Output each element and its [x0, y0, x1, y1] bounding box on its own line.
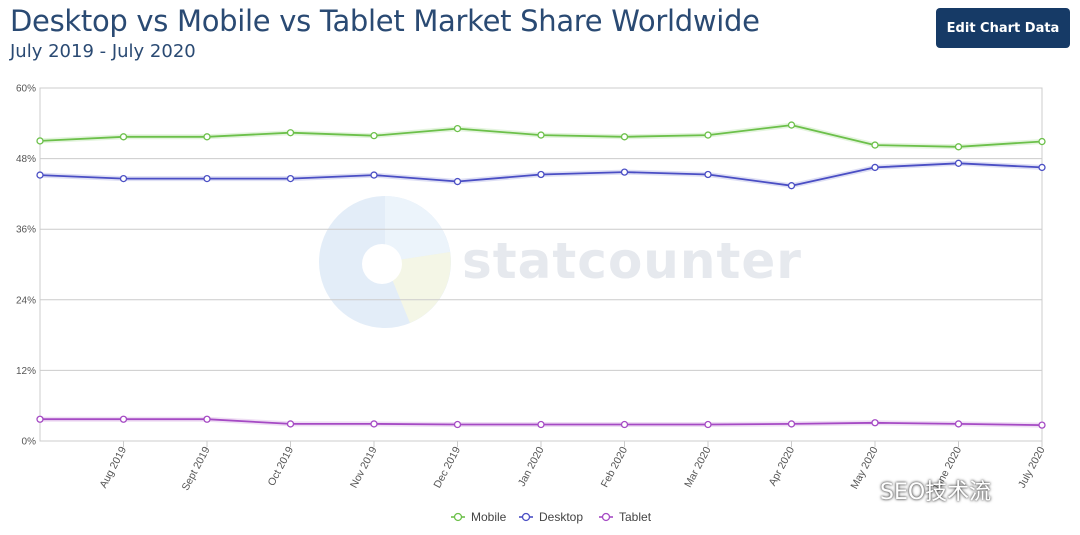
desktop-data-point: [203, 174, 211, 183]
mobile-data-point: [286, 129, 295, 137]
tablet-data-point: [787, 420, 796, 428]
desktop-data-point: [370, 171, 378, 179]
desktop-data-point: [787, 182, 796, 190]
chart-series: [36, 121, 1046, 429]
desktop-data-point: [704, 170, 712, 179]
desktop-data-point: [871, 163, 879, 172]
desktop-data-point: [119, 174, 128, 183]
tablet-data-point: [537, 420, 545, 429]
mobile-data-point: [537, 131, 545, 139]
y-tick-label: 0%: [22, 437, 37, 448]
x-tick-label: Nov 2019: [348, 445, 380, 490]
mobile-data-point: [787, 121, 796, 129]
tablet-data-point: [203, 415, 211, 423]
tablet-data-point: [119, 415, 128, 423]
mobile-data-point: [620, 133, 629, 141]
tablet-legend-marker: [601, 512, 611, 522]
chart-legend: Mobile Desktop Tablet: [451, 510, 652, 524]
wechat-watermark: SEO技术流: [880, 480, 992, 505]
desktop-data-point: [1038, 163, 1046, 172]
statcounter-watermark-text: statcounter: [462, 232, 802, 290]
mobile-data-point: [203, 133, 211, 141]
x-tick-label: Apr 2020: [767, 445, 798, 488]
tablet-data-point: [36, 415, 44, 423]
mobile-data-point: [119, 133, 128, 141]
desktop-data-point: [620, 168, 629, 176]
desktop-data-point: [954, 159, 963, 167]
statcounter-watermark-logo: [319, 196, 451, 328]
mobile-data-point: [1038, 137, 1046, 146]
y-tick-label: 36%: [16, 225, 36, 236]
mobile-legend-label: Mobile: [471, 510, 507, 524]
x-tick-label: Mar 2020: [682, 445, 713, 490]
x-tick-label: May 2020: [848, 445, 880, 491]
x-tick-label: Feb 2020: [599, 445, 631, 490]
desktop-data-point: [36, 171, 44, 179]
desktop-data-point: [537, 170, 545, 179]
desktop-data-point: [453, 177, 462, 186]
tablet-data-point: [286, 420, 295, 428]
mobile-data-point: [704, 131, 712, 139]
x-tick-label: Aug 2019: [97, 445, 129, 490]
desktop-data-point: [286, 174, 295, 183]
edit-chart-data-button[interactable]: Edit Chart Data: [936, 8, 1070, 48]
x-tick-label: July 2020: [1016, 445, 1048, 490]
x-tick-label: Jan 2020: [516, 445, 547, 489]
mobile-data-point: [370, 132, 378, 140]
y-tick-label: 60%: [16, 84, 36, 95]
y-tick-label: 24%: [16, 295, 36, 306]
x-tick-label: Dec 2019: [431, 445, 463, 490]
mobile-data-point: [36, 137, 44, 145]
x-tick-label: Oct 2019: [266, 445, 297, 488]
y-tick-label: 12%: [16, 366, 36, 377]
tablet-data-point: [954, 420, 963, 428]
tablet-data-point: [1038, 421, 1046, 429]
mobile-legend-marker: [453, 512, 463, 522]
chart-subtitle: July 2019 - July 2020: [10, 41, 196, 62]
chart-title: Desktop vs Mobile vs Tablet Market Share…: [10, 4, 760, 38]
y-tick-label: 48%: [16, 154, 36, 165]
tablet-data-point: [370, 420, 378, 428]
tablet-data-point: [453, 420, 462, 429]
mobile-data-point: [453, 124, 462, 133]
tablet-data-point: [704, 420, 712, 429]
mobile-data-point: [871, 141, 879, 149]
desktop-legend-marker: [521, 512, 531, 522]
mobile-data-point: [954, 143, 963, 151]
tablet-data-point: [871, 419, 879, 427]
tablet-data-point: [620, 420, 629, 429]
x-tick-label: Sept 2019: [180, 445, 213, 493]
tablet-legend-label: Tablet: [619, 510, 652, 524]
desktop-legend-label: Desktop: [539, 510, 583, 524]
